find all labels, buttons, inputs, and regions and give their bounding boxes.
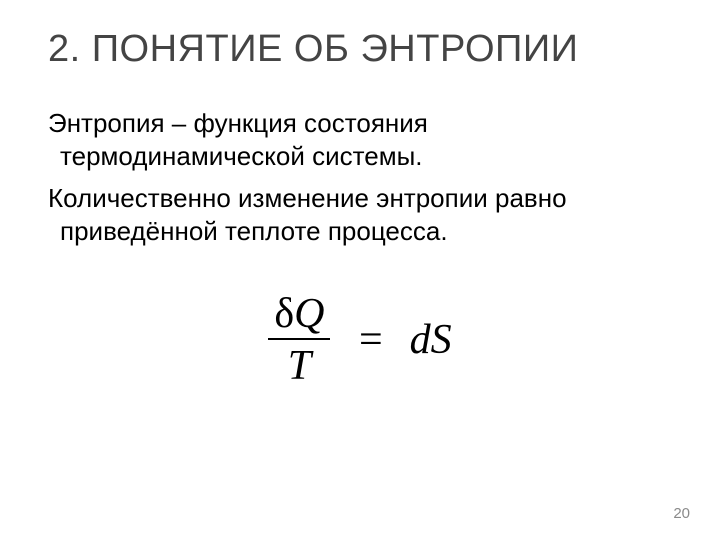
entropy-formula: δQ T = dS (268, 292, 451, 388)
page-number: 20 (673, 505, 690, 522)
slide-title: 2. ПОНЯТИЕ ОБ ЭНТРОПИИ (48, 28, 672, 71)
delta-symbol: δ (274, 291, 294, 337)
formula-denominator: T (268, 340, 330, 388)
equals-sign: = (359, 317, 383, 363)
formula-numerator: δQ (268, 292, 330, 340)
slide: 2. ПОНЯТИЕ ОБ ЭНТРОПИИ Энтропия – функци… (0, 0, 720, 540)
formula-rhs: = dS (359, 316, 452, 364)
formula-fraction: δQ T (268, 292, 330, 388)
var-S: S (431, 317, 452, 363)
paragraph-quantitative: Количественно изменение энтропии равно п… (48, 182, 672, 249)
formula-container: δQ T = dS (48, 292, 672, 388)
var-Q: Q (294, 291, 324, 337)
var-d: d (410, 317, 431, 363)
paragraph-definition: Энтропия – функция состояния термодинами… (48, 107, 672, 174)
